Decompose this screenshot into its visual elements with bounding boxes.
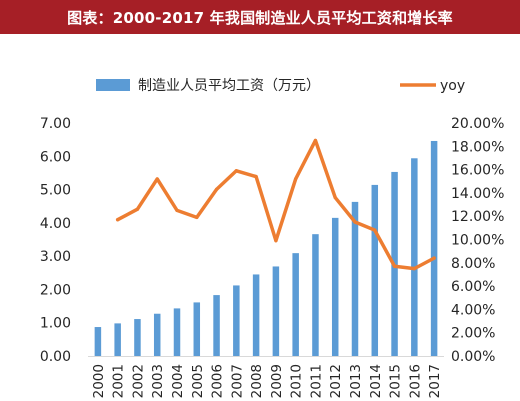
right-tick-label: 10.00% (451, 233, 504, 249)
bar-2012 (331, 217, 339, 356)
bar-2008 (252, 274, 260, 356)
yoy-point-2005 (195, 215, 199, 219)
bar-2001 (114, 323, 121, 356)
yoy-point-2007 (234, 169, 238, 173)
yoy-point-2015 (392, 264, 397, 268)
chart-title: 图表：2000-2017 年我国制造业人员平均工资和增长率 (67, 8, 453, 27)
bar-2004 (173, 308, 181, 356)
bar-2003 (153, 313, 161, 356)
left-tick-label: 6.00 (40, 149, 71, 165)
yoy-point-2011 (313, 138, 318, 143)
x-tick-label: 2012 (328, 364, 344, 398)
yoy-point-2017 (432, 256, 436, 260)
left-tick-label: 1.00 (40, 316, 71, 332)
bar-2010 (292, 253, 299, 356)
yoy-point-2002 (135, 207, 140, 211)
bar-2000 (94, 327, 102, 356)
left-tick-label: 5.00 (40, 183, 71, 199)
x-tick-label: 2011 (308, 364, 324, 398)
chart-title-bar: 图表：2000-2017 年我国制造业人员平均工资和增长率 (0, 0, 520, 34)
bar-2009 (272, 266, 280, 356)
left-tick-label: 0.00 (40, 349, 71, 365)
left-axis: 0.00 1.00 2.00 3.00 4.00 5.00 6.00 7.00 (40, 116, 71, 365)
right-tick-label: 8.00% (451, 256, 495, 272)
legend: 制造业人员平均工资（万元） yoy (96, 78, 465, 94)
right-tick-label: 4.00% (451, 302, 495, 318)
yoy-point-2001 (116, 218, 120, 222)
right-tick-label: 12.00% (451, 209, 504, 225)
left-tick-label: 3.00 (40, 249, 71, 265)
legend-label-bar: 制造业人员平均工资（万元） (138, 78, 320, 94)
right-tick-label: 0.00% (451, 349, 495, 365)
yoy-point-2008 (254, 174, 258, 179)
x-tick-label: 2016 (407, 364, 423, 398)
bar-2007 (233, 285, 240, 356)
right-tick-label: 18.00% (451, 139, 504, 155)
yoy-point-2014 (373, 228, 377, 232)
right-tick-label: 16.00% (451, 163, 504, 179)
yoy-point-2013 (353, 220, 357, 224)
yoy-point-2009 (274, 239, 278, 243)
legend-swatch-bar (96, 79, 130, 91)
x-tick-label: 2004 (170, 364, 186, 398)
x-axis: 2000 2001 2002 2003 2004 2005 2006 2007 2008 2009… (88, 356, 444, 398)
bar-2011 (312, 234, 319, 356)
x-tick-label: 2006 (210, 364, 226, 398)
right-tick-label: 14.00% (451, 186, 504, 202)
bar-2013 (351, 201, 359, 356)
x-tick-label: 2017 (427, 364, 443, 398)
bar-2005 (193, 302, 201, 356)
bar-2006 (213, 295, 220, 356)
x-tick-label: 2010 (289, 364, 305, 398)
x-tick-label: 2003 (150, 364, 166, 398)
right-tick-label: 6.00% (451, 279, 495, 295)
right-tick-label: 20.00% (451, 116, 504, 132)
left-tick-label: 4.00 (40, 216, 71, 232)
line-series (115, 138, 436, 271)
left-tick-label: 7.00 (40, 116, 71, 132)
right-tick-label: 2.00% (451, 326, 495, 342)
yoy-line (115, 138, 436, 271)
yoy-point-2016 (412, 267, 416, 271)
legend-label-line: yoy (440, 78, 465, 94)
x-tick-label: 2001 (111, 364, 127, 398)
x-tick-label: 2014 (368, 364, 384, 398)
bar-2017 (430, 140, 438, 356)
x-tick-label: 2008 (249, 364, 265, 398)
yoy-point-2010 (294, 177, 298, 181)
yoy-point-2012 (333, 195, 337, 200)
bar-2016 (411, 158, 418, 356)
chart-canvas: 制造业人员平均工资（万元） yoy 0.00 1.00 2.00 3.00 4.00 5.0… (40, 78, 505, 398)
left-tick-label: 2.00 (40, 282, 71, 298)
x-tick-label: 2013 (348, 364, 364, 398)
x-tick-label: 2005 (190, 364, 206, 398)
right-axis: 0.00% 2.00% 4.00% 6.00% 8.00% 10.00% 12.00% 14.… (451, 116, 504, 365)
x-tick-label: 2000 (91, 364, 107, 398)
yoy-point-2004 (175, 208, 179, 212)
x-tick-label: 2007 (229, 364, 245, 398)
x-tick-label: 2015 (388, 364, 404, 398)
x-tick-label: 2009 (269, 364, 285, 398)
bar-2014 (371, 184, 379, 356)
yoy-point-2006 (214, 187, 219, 192)
x-tick-label: 2002 (130, 364, 146, 398)
bar-2002 (134, 319, 141, 356)
yoy-point-2003 (155, 177, 159, 181)
